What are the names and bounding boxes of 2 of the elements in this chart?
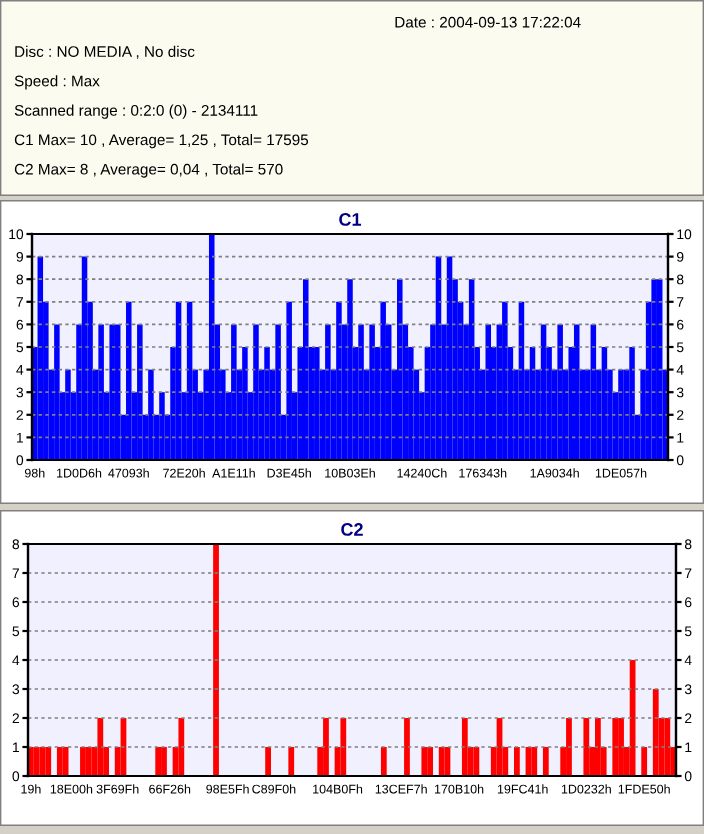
chart-title: C2 [341, 523, 363, 536]
chart-title: C1 [339, 213, 362, 226]
